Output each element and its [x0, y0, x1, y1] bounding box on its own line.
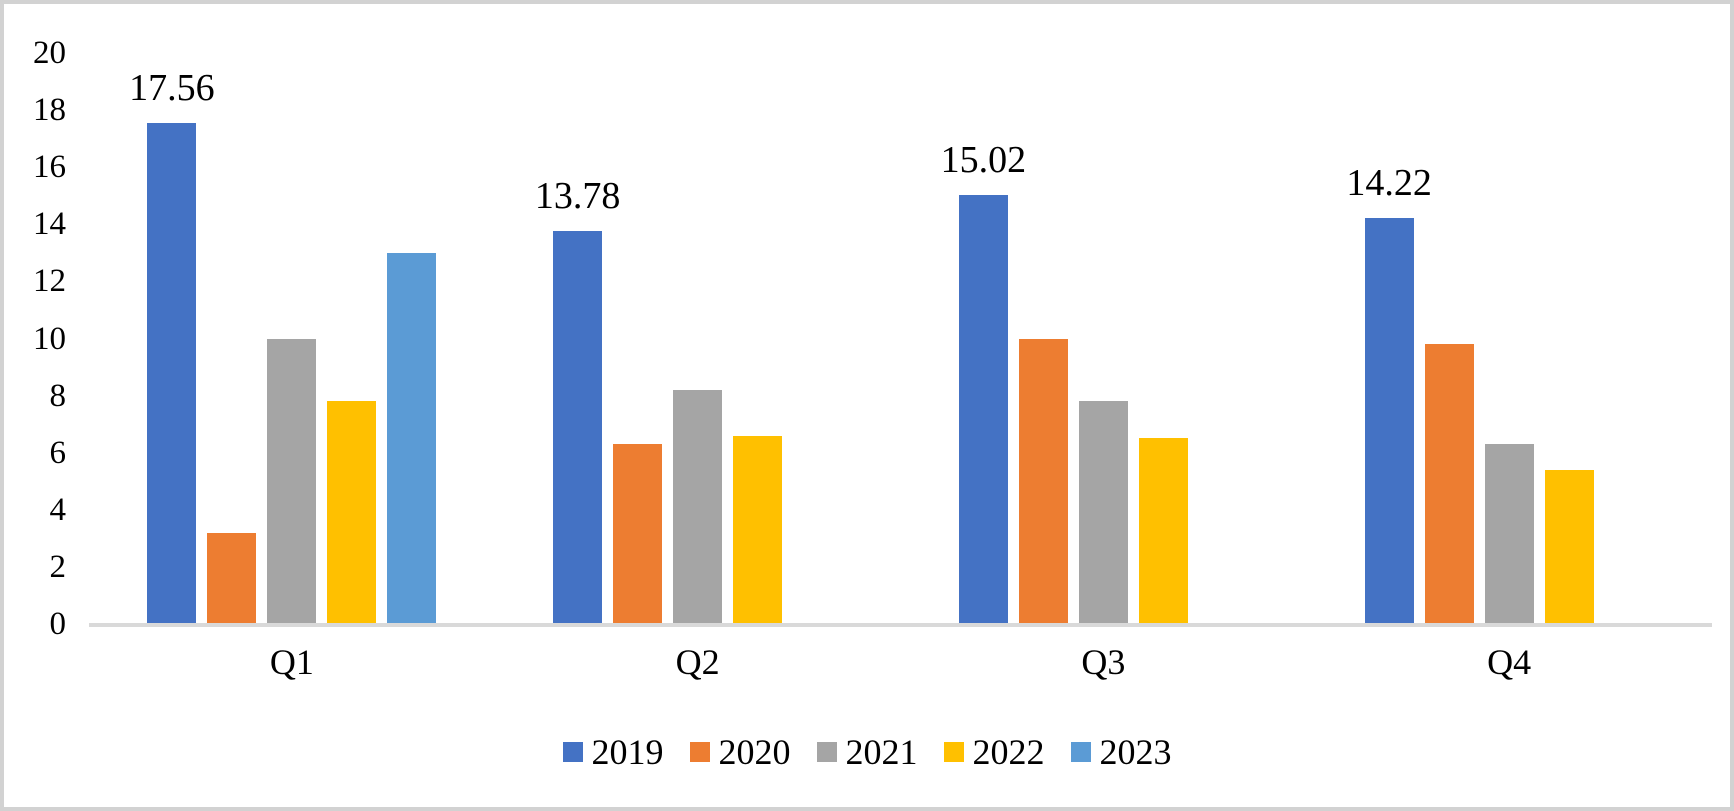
bar-2020-q1 [207, 532, 257, 624]
legend-item-2022: 2022 [943, 730, 1045, 774]
legend-item-2019: 2019 [562, 730, 664, 774]
y-tick-label: 2 [49, 548, 67, 585]
category-band-q4: 14.22 Q4 [1306, 53, 1712, 682]
plot-bands: 17.56 Q1 13.78 Q2 15.02 Q3 14.22 Q4 [89, 53, 1712, 682]
y-tick-label: 0 [49, 606, 67, 642]
legend: 2019 2020 2021 2022 2023 [4, 730, 1730, 774]
bar-2019-q4: 14.22 [1346, 164, 1432, 624]
y-tick-label: 4 [49, 491, 67, 528]
bar-2021-q4 [1484, 444, 1534, 624]
legend-item-2020: 2020 [689, 730, 791, 774]
bar-2019-q1: 17.56 [129, 69, 215, 624]
bar-2022-q1 [327, 401, 377, 624]
bar-2022-q3 [1138, 438, 1188, 624]
y-tick-label: 20 [33, 35, 66, 71]
x-axis-label: Q3 [1081, 642, 1126, 682]
y-tick-label: 16 [33, 149, 66, 186]
x-axis-label: Q4 [1487, 642, 1532, 682]
bar-2022-q2 [733, 435, 783, 624]
legend-label: 2019 [591, 732, 664, 772]
bar-2021-q1 [267, 338, 317, 624]
bar-2019-q2: 13.78 [535, 177, 620, 624]
category-band-q3: 15.02 Q3 [901, 53, 1307, 682]
y-tick-label: 14 [33, 206, 66, 243]
data-label: 17.56 [129, 66, 215, 109]
legend-swatch-icon [689, 742, 710, 762]
y-tick-label: 10 [33, 320, 66, 357]
data-label: 14.22 [1346, 162, 1432, 205]
legend-swatch-icon [1070, 742, 1091, 762]
data-label: 15.02 [940, 139, 1027, 182]
legend-label: 2022 [972, 732, 1045, 772]
y-tick-label: 8 [49, 377, 67, 414]
x-axis-line [89, 623, 1712, 627]
bar-2022-q4 [1544, 469, 1594, 624]
legend-label: 2023 [1099, 732, 1172, 772]
bar-2023-q1 [387, 252, 437, 624]
y-tick-label: 6 [49, 434, 67, 471]
bar-2020-q4 [1424, 344, 1474, 624]
y-tick-label: 12 [33, 263, 66, 300]
data-label: 13.78 [534, 174, 621, 217]
bar-2021-q3 [1078, 401, 1128, 624]
x-axis-label: Q2 [675, 642, 720, 682]
legend-swatch-icon [943, 742, 964, 762]
x-axis-label: Q1 [269, 642, 314, 682]
legend-item-2023: 2023 [1070, 730, 1172, 774]
legend-label: 2020 [718, 732, 791, 772]
bar-2020-q2 [613, 444, 663, 624]
legend-swatch-icon [562, 742, 583, 762]
bar-2020-q3 [1018, 338, 1068, 624]
bar-2021-q2 [673, 389, 723, 624]
legend-item-2021: 2021 [816, 730, 918, 774]
legend-swatch-icon [816, 742, 837, 762]
legend-label: 2021 [845, 732, 918, 772]
bar-2019-q3: 15.02 [941, 141, 1026, 624]
plot-area: 17.56 Q1 13.78 Q2 15.02 Q3 14.22 Q4 [89, 53, 1712, 682]
category-band-q2: 13.78 Q2 [495, 53, 901, 682]
y-tick-label: 18 [33, 92, 66, 129]
category-band-q1: 17.56 Q1 [89, 53, 495, 682]
